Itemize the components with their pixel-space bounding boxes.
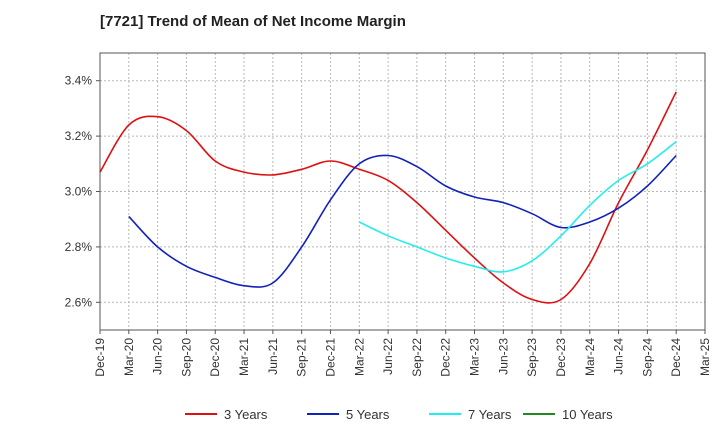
x-tick-label: Mar-20 xyxy=(122,338,136,376)
x-tick-label: Jun-23 xyxy=(496,338,510,375)
x-tick-label: Sep-23 xyxy=(525,338,539,377)
plot-frame xyxy=(99,52,706,331)
series xyxy=(99,91,677,304)
x-tick-label: Dec-20 xyxy=(208,338,222,377)
y-tick-label: 3.0% xyxy=(65,185,93,199)
x-tick-label: Sep-22 xyxy=(410,338,424,377)
x-tick-label: Jun-22 xyxy=(381,338,395,375)
axes: Dec-19 Mar-20 Jun-20 Sep-20 Dec-20 Mar-21 Jun-… xyxy=(65,52,712,377)
x-tick-label: Mar-23 xyxy=(468,338,482,376)
y-tick-label: 2.8% xyxy=(65,240,93,254)
x-tick-label: Dec-24 xyxy=(669,338,683,377)
legend-item-3-years: 3 Years xyxy=(185,407,268,422)
x-tick-label: Mar-22 xyxy=(352,338,366,376)
y-tick-label: 3.4% xyxy=(65,74,93,88)
legend-label: 3 Years xyxy=(224,407,268,422)
x-tick-label: Dec-22 xyxy=(439,338,453,377)
x-tick-label: Mar-25 xyxy=(698,338,712,376)
legend-item-7-years: 7 Years xyxy=(429,407,512,422)
series-line-3-years xyxy=(99,91,677,304)
y-tick-label: 3.2% xyxy=(65,129,93,143)
legend-label: 7 Years xyxy=(468,407,512,422)
legend-item-10-years: 10 Years xyxy=(523,407,613,422)
x-tick-label: Sep-20 xyxy=(179,338,193,377)
legend-label: 5 Years xyxy=(346,407,390,422)
legend-item-5-years: 5 Years xyxy=(307,407,390,422)
x-tick-label: Jun-21 xyxy=(266,338,280,375)
y-tick-label: 2.6% xyxy=(65,295,93,309)
x-tick-label: Sep-24 xyxy=(640,338,654,377)
series-line-5-years xyxy=(128,154,677,288)
x-tick-label: Mar-21 xyxy=(237,338,251,376)
x-tick-label: Dec-23 xyxy=(554,338,568,377)
x-tick-label: Sep-21 xyxy=(295,338,309,377)
series-line-7-years xyxy=(358,140,677,273)
chart-title: [7721] Trend of Mean of Net Income Margi… xyxy=(100,13,406,30)
legend: 3 Years 5 Years 7 Years 10 Years xyxy=(185,407,613,422)
x-tick-label: Mar-24 xyxy=(583,338,597,376)
x-tick-label: Jun-20 xyxy=(151,338,165,375)
legend-label: 10 Years xyxy=(562,407,613,422)
x-tick-label: Dec-21 xyxy=(323,338,337,377)
x-tick-label: Jun-24 xyxy=(612,338,626,375)
x-tick-label: Dec-19 xyxy=(93,338,107,377)
